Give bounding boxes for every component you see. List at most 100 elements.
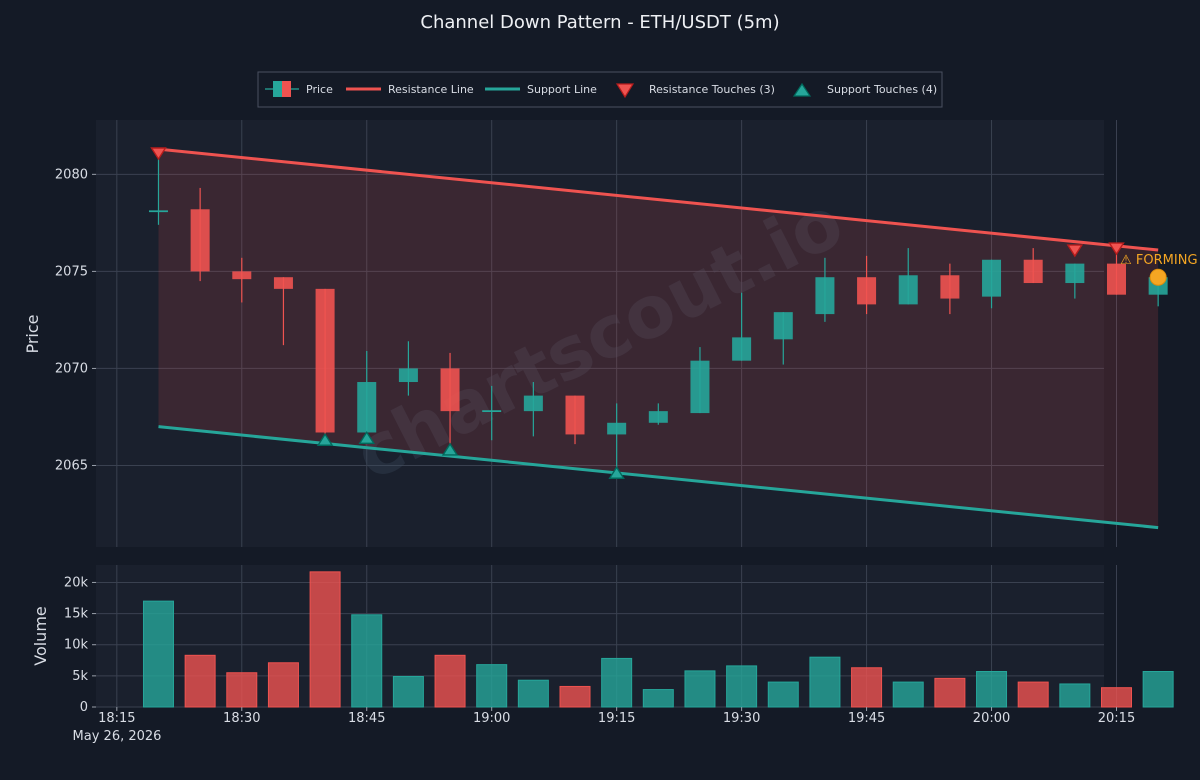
candle <box>773 312 793 365</box>
legend-support-touches-label: Support Touches (4) <box>827 83 937 96</box>
candle-body <box>273 277 293 289</box>
y-tick-label: 2070 <box>55 361 88 376</box>
support-touch-marker <box>358 431 376 445</box>
forming-dot <box>1149 268 1167 286</box>
volume-tick-label: 0 <box>80 700 88 715</box>
candle <box>357 350 377 437</box>
x-tick-label: 20:15 <box>1098 711 1135 726</box>
legend-resistance-touch-icon <box>615 83 635 99</box>
candle-body <box>1065 263 1085 284</box>
candle-body <box>523 395 543 412</box>
y-tick-label: 2065 <box>55 458 88 473</box>
candle <box>940 263 960 315</box>
resistance-touch-marker <box>150 147 167 161</box>
x-tick-label: 19:00 <box>473 711 510 726</box>
volume-bar <box>476 664 508 708</box>
x-tick-label: 18:45 <box>348 711 385 726</box>
candle <box>190 187 210 282</box>
volume-tick-label: 20k <box>64 575 89 590</box>
volume-bar <box>517 679 549 708</box>
candle <box>857 255 877 315</box>
candle-body <box>773 312 793 340</box>
candle <box>398 341 418 396</box>
candle-body <box>898 275 918 305</box>
volume-bar <box>226 672 258 708</box>
candle-body <box>315 288 335 433</box>
legend: Price Resistance Line Support Line Resis… <box>257 71 943 108</box>
x-tick-label: 18:15 <box>98 711 135 726</box>
volume-tick-label: 15k <box>64 607 89 622</box>
volume-bar <box>1017 681 1049 708</box>
candle-body <box>648 411 668 423</box>
candle-body <box>565 395 585 435</box>
candle <box>607 403 627 468</box>
volume-bar <box>434 654 466 708</box>
channel-fill <box>158 149 1159 528</box>
volume-bar <box>851 667 883 708</box>
candle <box>315 288 335 435</box>
volume-bar <box>1142 671 1174 708</box>
candle-body <box>690 360 710 414</box>
date-label: May 26, 2026 <box>73 729 162 744</box>
candle-body <box>1023 259 1043 284</box>
x-tick-label: 20:00 <box>973 711 1010 726</box>
candle-body <box>940 275 960 299</box>
volume-bar <box>267 662 299 708</box>
candles <box>148 152 1168 468</box>
candle <box>148 152 168 225</box>
price-panel <box>96 120 1104 547</box>
volume-bar <box>934 677 966 708</box>
candle <box>565 395 585 445</box>
volume-bar <box>809 656 841 708</box>
x-tick-label: 19:45 <box>848 711 885 726</box>
candle <box>982 259 1002 309</box>
legend-resistance-line-label: Resistance Line <box>388 83 474 96</box>
candle-body <box>1106 263 1126 295</box>
candle <box>482 385 502 441</box>
candle-body <box>440 368 460 412</box>
volume-bar <box>309 571 341 708</box>
candle-body <box>232 271 252 280</box>
candle <box>232 257 252 303</box>
volume-axis-label: Volume <box>31 606 50 666</box>
candle <box>440 352 460 447</box>
volume-bar <box>142 600 174 708</box>
candle-body <box>190 209 210 272</box>
volume-tick-label: 5k <box>72 669 88 684</box>
forming-marker: ⚠ FORMING <box>1120 253 1198 286</box>
candle-body <box>982 259 1002 297</box>
resistance-touch-marker <box>1066 244 1084 258</box>
volume-bar <box>726 665 758 708</box>
volume-bar <box>559 685 591 708</box>
volume-bar <box>392 675 424 708</box>
time-axis-ticks: 18:15 18:30 18:45 19:00 19:15 19:30 19:45 20:00… <box>98 707 1135 726</box>
volume-bar <box>184 654 216 708</box>
legend-price-icon <box>265 81 299 97</box>
volume-bar <box>601 657 633 708</box>
volume-bar <box>892 681 924 708</box>
candle <box>523 382 543 437</box>
support-touch-marker <box>608 465 625 479</box>
candle-body <box>857 277 877 305</box>
candle <box>690 347 710 414</box>
legend-support-line-label: Support Line <box>527 83 597 96</box>
volume-bar <box>767 681 799 708</box>
candle <box>1023 248 1043 284</box>
candle-body <box>815 277 835 315</box>
candle <box>273 277 293 346</box>
resistance-touch-marker <box>1108 242 1125 256</box>
price-axis-ticks: 2065 2070 2075 2080 <box>55 167 96 473</box>
candle-body <box>398 368 418 383</box>
price-axis-label: Price <box>23 314 42 353</box>
legend-price-label: Price <box>306 83 333 96</box>
volume-bar <box>351 614 383 708</box>
y-tick-label: 2080 <box>55 167 88 182</box>
volume-axis-ticks: 0 5k 10k 15k 20k <box>64 575 96 715</box>
x-tick-label: 19:30 <box>723 711 760 726</box>
volume-bar <box>642 689 674 708</box>
candle <box>732 292 752 361</box>
candle-body <box>732 337 752 361</box>
support-touch-marker <box>316 432 334 446</box>
candle <box>648 403 668 425</box>
